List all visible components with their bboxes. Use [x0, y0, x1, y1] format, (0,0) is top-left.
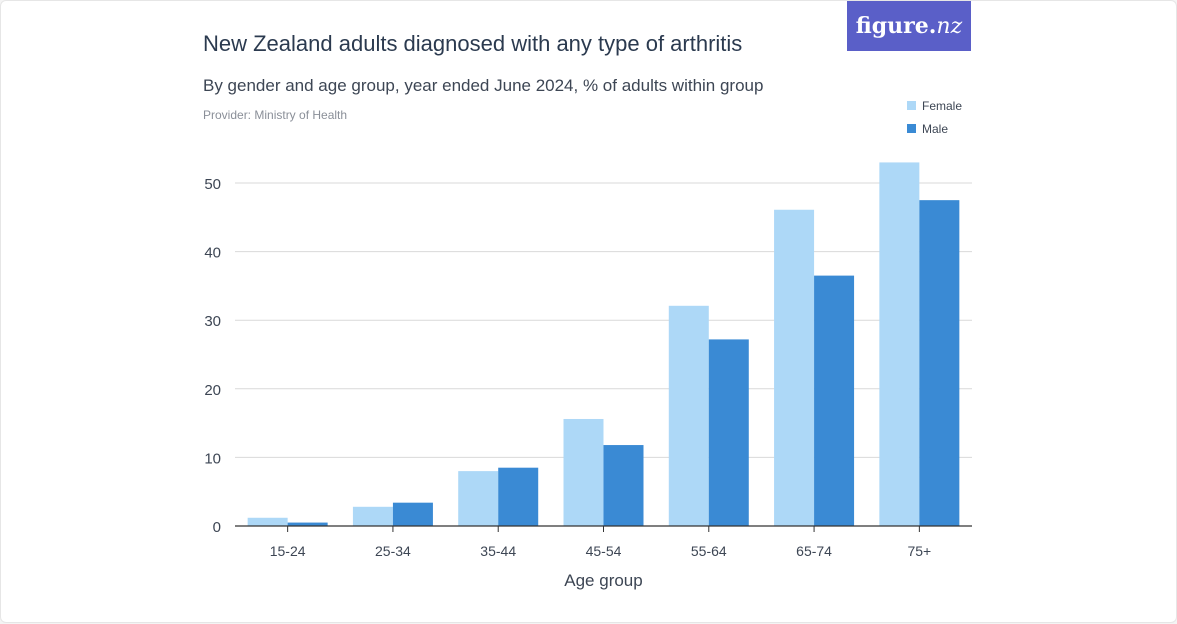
legend-swatch-female — [907, 101, 916, 110]
x-tick-label-15-24: 15-24 — [270, 543, 306, 559]
bar-female-35-44 — [458, 471, 499, 526]
chart-provider: Provider: Ministry of Health — [203, 108, 348, 122]
chart-title: New Zealand adults diagnosed with any ty… — [203, 31, 743, 56]
bar-male-45-54 — [603, 445, 644, 526]
y-tick-label-10: 10 — [204, 450, 221, 467]
bar-female-75+ — [879, 162, 920, 527]
bar-male-55-64 — [708, 339, 749, 526]
y-tick-label-30: 30 — [204, 313, 221, 330]
logo-text: figure. — [855, 13, 937, 39]
x-tick-label-25-34: 25-34 — [375, 543, 411, 559]
bar-female-55-64 — [668, 305, 709, 526]
figure-nz-logo[interactable]: figure. nz — [847, 1, 971, 51]
x-axis-title: Age group — [564, 571, 642, 590]
bar-male-15-24 — [287, 522, 328, 526]
bar-female-65-74 — [774, 209, 815, 526]
y-tick-label-40: 40 — [204, 245, 221, 262]
bar-male-65-74 — [814, 275, 855, 526]
x-tick-label-75+: 75+ — [907, 543, 931, 559]
x-tick-label-55-64: 55-64 — [691, 543, 727, 559]
x-tick-label-35-44: 35-44 — [480, 543, 516, 559]
chart-legend: Female Male — [907, 94, 962, 140]
legend-swatch-male — [907, 124, 916, 133]
bar-female-45-54 — [563, 418, 604, 526]
bar-male-25-34 — [392, 502, 433, 526]
bar-male-35-44 — [498, 467, 539, 526]
x-tick-label-45-54: 45-54 — [586, 543, 622, 559]
legend-item-female[interactable]: Female — [907, 94, 962, 117]
legend-label-female: Female — [922, 98, 963, 113]
legend-item-male[interactable]: Male — [907, 117, 962, 140]
chart-subtitle: By gender and age group, year ended June… — [203, 76, 764, 95]
y-tick-label-50: 50 — [204, 176, 221, 193]
x-tick-label-65-74: 65-74 — [796, 543, 832, 559]
logo-suffix: nz — [936, 13, 963, 39]
legend-label-male: Male — [922, 121, 949, 136]
y-tick-label-0: 0 — [213, 519, 221, 536]
bar-female-15-24 — [247, 517, 288, 526]
bar-male-75+ — [919, 200, 960, 526]
bar-female-25-34 — [352, 506, 393, 526]
y-tick-label-20: 20 — [204, 382, 221, 399]
